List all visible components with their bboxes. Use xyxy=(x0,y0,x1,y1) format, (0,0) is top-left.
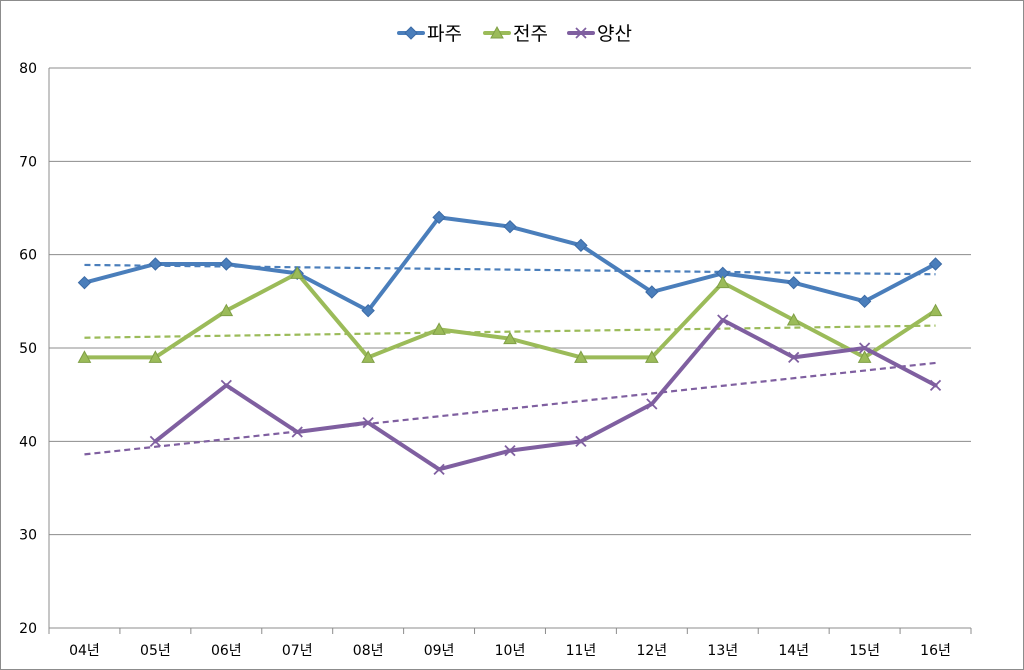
data-point xyxy=(149,435,162,447)
data-point xyxy=(361,303,375,318)
data-point xyxy=(503,219,517,234)
marker-stroke xyxy=(717,314,729,326)
legend-marker xyxy=(404,26,418,40)
data-point xyxy=(77,350,92,363)
y-tick-label: 80 xyxy=(19,61,37,77)
marker-stroke xyxy=(504,445,516,457)
data-point xyxy=(858,342,871,354)
y-tick-label: 30 xyxy=(19,528,37,544)
x-tick-label: 12년 xyxy=(636,643,667,659)
data-point xyxy=(503,331,517,345)
data-point xyxy=(857,294,872,309)
marker-stroke xyxy=(646,398,658,410)
x-tick-label: 08년 xyxy=(353,643,384,659)
data-point xyxy=(433,463,445,475)
x-tick-label: 16년 xyxy=(920,643,951,659)
data-point xyxy=(219,303,234,317)
data-point xyxy=(77,275,92,290)
data-point xyxy=(290,266,305,279)
legend: 파주 전주 양산 xyxy=(397,23,632,45)
series-1 xyxy=(77,210,943,318)
legend-label: 양산 xyxy=(597,23,632,45)
marker-stroke xyxy=(362,417,374,429)
marker-stroke xyxy=(929,379,942,391)
trendline-series-1 xyxy=(84,263,936,276)
data-point xyxy=(788,351,800,363)
data-point xyxy=(220,379,232,391)
data-point xyxy=(219,257,234,271)
data-point xyxy=(432,210,446,225)
legend-label: 전주 xyxy=(513,23,548,45)
marker-stroke xyxy=(291,426,303,438)
data-point xyxy=(291,426,303,438)
y-tick-label: 60 xyxy=(19,248,37,264)
data-point xyxy=(574,238,588,253)
marker-stroke xyxy=(220,379,232,391)
legend-label: 파주 xyxy=(427,23,462,45)
series-group xyxy=(77,210,943,475)
series-3 xyxy=(149,314,942,475)
x-tick-label: 04년 xyxy=(69,643,100,659)
legend-item: 양산 xyxy=(567,23,632,45)
data-point xyxy=(432,322,446,335)
data-point xyxy=(715,275,730,289)
data-point xyxy=(362,417,374,429)
x-tick-label: 14년 xyxy=(778,643,809,659)
data-point xyxy=(504,445,516,457)
data-point xyxy=(928,257,943,271)
x-tick-label: 15년 xyxy=(849,643,880,659)
data-point xyxy=(786,275,801,290)
data-point xyxy=(645,350,659,363)
marker-stroke xyxy=(858,342,871,354)
marker-stroke xyxy=(575,27,587,39)
y-tick-label: 40 xyxy=(19,434,37,450)
y-tick-label: 70 xyxy=(19,154,37,170)
data-point xyxy=(717,314,729,326)
data-point xyxy=(575,435,587,447)
data-point xyxy=(786,312,801,326)
x-tick-label: 07년 xyxy=(282,643,313,659)
x-tick-label: 10년 xyxy=(495,643,526,659)
series-line xyxy=(153,318,938,472)
marker-stroke xyxy=(433,463,445,475)
data-point xyxy=(646,398,658,410)
data-point xyxy=(929,379,942,391)
x-tick-label: 06년 xyxy=(211,643,242,659)
legend-marker xyxy=(490,25,504,39)
y-tick-label: 20 xyxy=(19,621,37,637)
data-point xyxy=(857,350,872,363)
marker-stroke xyxy=(149,435,162,447)
y-tick-label: 50 xyxy=(19,341,37,357)
x-tick-label: 05년 xyxy=(140,643,171,659)
series-2 xyxy=(77,266,943,363)
gridlines xyxy=(49,67,971,629)
legend-marker xyxy=(575,27,587,39)
data-point xyxy=(148,257,163,271)
legend-item: 파주 xyxy=(397,23,462,45)
trendline-series-3 xyxy=(84,361,936,456)
marker-stroke xyxy=(575,435,587,447)
data-point xyxy=(148,350,163,363)
data-point xyxy=(645,285,659,299)
trendlines xyxy=(84,263,936,456)
marker-stroke xyxy=(788,351,800,363)
data-point xyxy=(361,350,375,363)
x-tick-label: 09년 xyxy=(424,643,455,659)
x-tick-label: 11년 xyxy=(566,643,597,659)
x-tick-label: 13년 xyxy=(707,643,738,659)
data-point xyxy=(928,303,943,317)
axes: 20 30 40 50 60 70 80 04년 05년 06년 07년 08년 09년 10년 11년 12… xyxy=(19,61,972,659)
data-point xyxy=(574,350,588,363)
legend-item: 전주 xyxy=(483,23,548,45)
